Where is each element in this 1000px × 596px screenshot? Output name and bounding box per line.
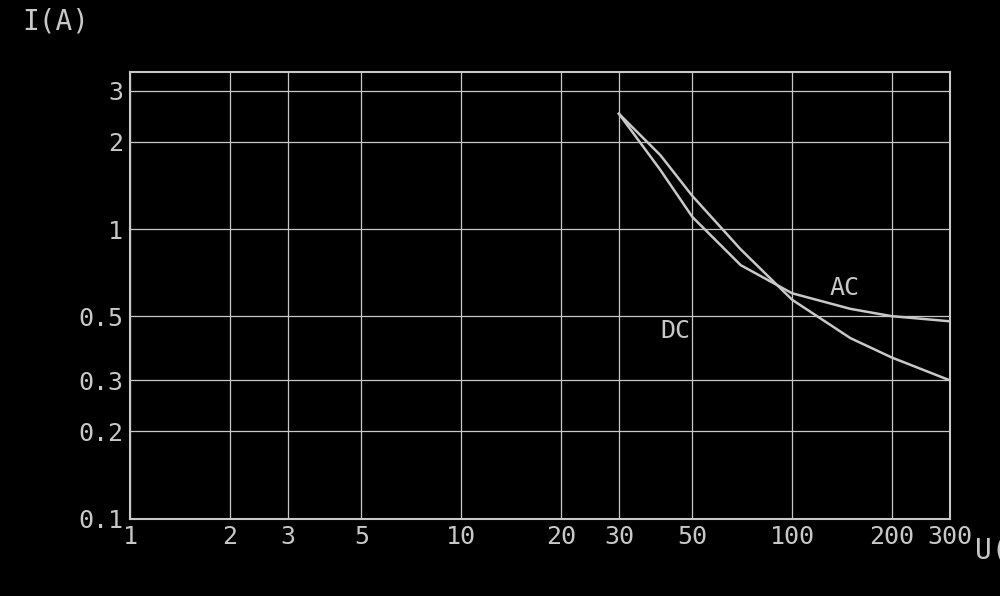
Text: DC: DC [660,319,690,343]
Text: U(V): U(V) [975,536,1000,564]
Text: I(A): I(A) [22,8,89,36]
Text: AC: AC [830,277,860,300]
